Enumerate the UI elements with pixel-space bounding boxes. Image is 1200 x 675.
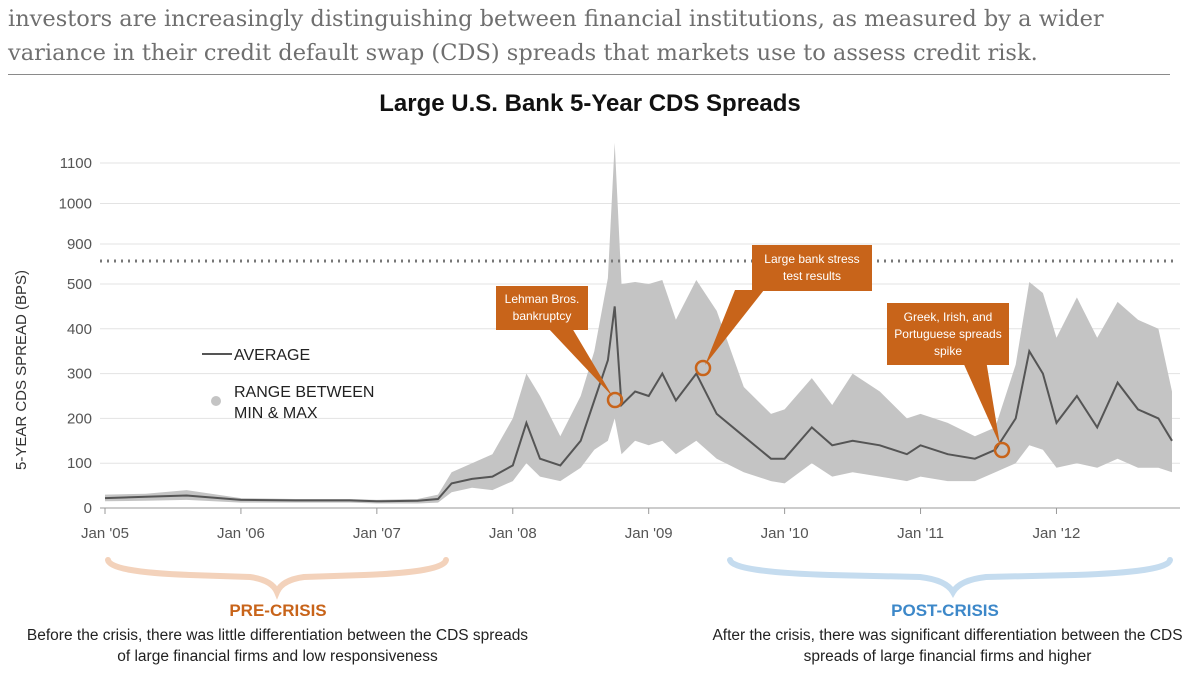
y-tick-label: 0 <box>84 500 92 517</box>
legend-range-label-line2: MIN & MAX <box>234 405 318 422</box>
lehman-callout: Lehman Bros. bankruptcy <box>496 286 588 330</box>
intro-paragraph: investors are increasingly distinguishin… <box>8 6 1104 66</box>
stress-callout-pointer <box>705 290 764 365</box>
y-tick-label: 1100 <box>60 155 92 172</box>
y-tick-label: 100 <box>67 455 92 472</box>
greek-callout: Greek, Irish, and Portuguese spreads spi… <box>887 303 1009 365</box>
chart-title: Large U.S. Bank 5-Year CDS Spreads <box>379 90 801 117</box>
y-tick-label: 200 <box>67 410 92 427</box>
x-tick-label: Jan '10 <box>761 525 809 542</box>
average-line <box>104 306 1173 503</box>
greek-callout-pointer <box>962 360 1000 445</box>
x-tick-label: Jan '05 <box>81 525 129 542</box>
pre-crisis-title: PRE-CRISIS <box>229 601 327 620</box>
pre-crisis-brace <box>105 557 449 600</box>
x-tick-label: Jan '12 <box>1033 525 1081 542</box>
x-tick-label: Jan '09 <box>625 525 673 542</box>
y-tick-label: 400 <box>67 321 92 338</box>
pre-crisis-text: Before the crisis, there was little diff… <box>26 627 529 665</box>
lehman-marker <box>606 391 624 409</box>
x-tick-label: Jan '11 <box>897 525 944 542</box>
y-tick-label: 300 <box>67 366 92 383</box>
x-tick-labels: Jan '05 Jan '06 Jan '07 Jan '08 Jan '09 Jan '… <box>81 525 1080 542</box>
greek-marker <box>993 441 1011 459</box>
post-crisis-title: POST-CRISIS <box>891 601 999 620</box>
post-crisis-text: After the crisis, there was significant … <box>712 627 1183 665</box>
y-tick-label: 1000 <box>59 196 92 213</box>
post-crisis-brace <box>727 557 1173 598</box>
y-axis-label: 5-YEAR CDS SPREAD (BPS) <box>13 270 30 470</box>
legend-range-label-line1: RANGE BETWEEN <box>234 384 374 401</box>
y-tick-labels: 0 100 200 300 400 500 900 1000 1100 <box>59 155 92 517</box>
stress-marker <box>694 359 712 377</box>
legend-average-label: AVERAGE <box>234 347 310 364</box>
x-tick-label: Jan '07 <box>353 525 401 542</box>
section-divider <box>8 74 1170 75</box>
legend-range-swatch <box>211 396 221 406</box>
range-area <box>105 142 1172 504</box>
y-tick-label: 900 <box>67 236 92 253</box>
y-tick-label: 500 <box>67 276 92 293</box>
stress-callout: Large bank stress test results <box>752 245 872 291</box>
lehman-callout-pointer <box>548 328 613 397</box>
x-tick-label: Jan '06 <box>217 525 265 542</box>
cds-chart: Large U.S. Bank 5-Year CDS Spreads 0 100 2… <box>13 90 1180 600</box>
x-tick-label: Jan '08 <box>489 525 537 542</box>
